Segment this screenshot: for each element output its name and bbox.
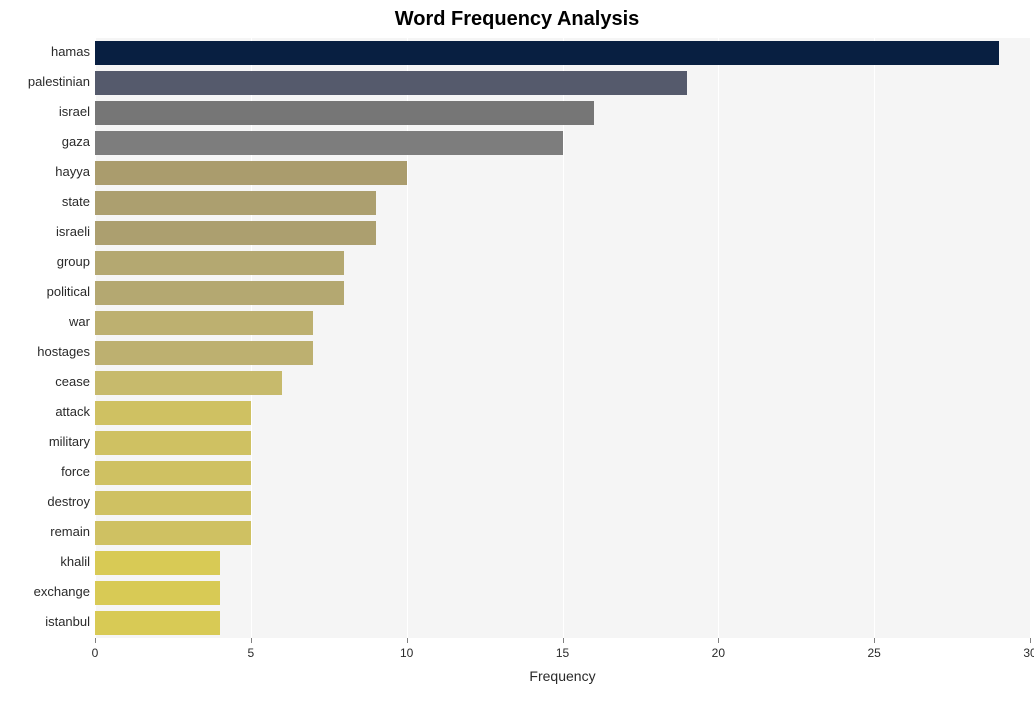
y-axis-label: palestinian bbox=[28, 71, 90, 94]
x-tick bbox=[563, 638, 564, 643]
x-tick-label: 15 bbox=[556, 646, 569, 660]
y-axis-label: group bbox=[57, 251, 90, 274]
y-axis-label: attack bbox=[55, 401, 90, 424]
gridline bbox=[1030, 38, 1031, 638]
y-axis-label: hostages bbox=[37, 341, 90, 364]
x-tick-label: 0 bbox=[92, 646, 99, 660]
bar-row bbox=[95, 41, 999, 64]
x-tick bbox=[718, 638, 719, 643]
bar-row bbox=[95, 191, 376, 214]
bar-row bbox=[95, 431, 251, 454]
x-tick bbox=[407, 638, 408, 643]
bar bbox=[95, 101, 594, 124]
bar-row bbox=[95, 581, 220, 604]
bar-row bbox=[95, 491, 251, 514]
bar bbox=[95, 431, 251, 454]
x-tick-label: 5 bbox=[247, 646, 254, 660]
bar-row bbox=[95, 401, 251, 424]
y-axis-label: israeli bbox=[56, 221, 90, 244]
y-axis-label: exchange bbox=[34, 581, 90, 604]
y-axis-label: force bbox=[61, 461, 90, 484]
bar bbox=[95, 611, 220, 634]
bar-row bbox=[95, 311, 313, 334]
y-axis-label: remain bbox=[50, 521, 90, 544]
bar bbox=[95, 71, 687, 94]
x-tick bbox=[251, 638, 252, 643]
bar-row bbox=[95, 371, 282, 394]
bars-group bbox=[95, 38, 1030, 638]
bar-row bbox=[95, 521, 251, 544]
bar bbox=[95, 551, 220, 574]
x-tick-label: 20 bbox=[712, 646, 725, 660]
bar bbox=[95, 521, 251, 544]
bar bbox=[95, 131, 563, 154]
bar bbox=[95, 41, 999, 64]
bar bbox=[95, 491, 251, 514]
bar bbox=[95, 371, 282, 394]
bar-row bbox=[95, 611, 220, 634]
word-frequency-chart: Word Frequency Analysis hamas palestinian… bbox=[0, 0, 1034, 701]
plot-area bbox=[95, 38, 1030, 638]
bar-row bbox=[95, 281, 344, 304]
bar bbox=[95, 461, 251, 484]
y-axis-label: military bbox=[49, 431, 90, 454]
y-axis-label: war bbox=[69, 311, 90, 334]
x-tick bbox=[1030, 638, 1031, 643]
x-axis-title: Frequency bbox=[95, 668, 1030, 684]
bar bbox=[95, 251, 344, 274]
y-axis-label: israel bbox=[59, 101, 90, 124]
bar bbox=[95, 221, 376, 244]
y-axis-label: destroy bbox=[47, 491, 90, 514]
y-axis-label: hayya bbox=[55, 161, 90, 184]
bar-row bbox=[95, 341, 313, 364]
y-axis-label: istanbul bbox=[45, 611, 90, 634]
bar-row bbox=[95, 71, 687, 94]
bar-row bbox=[95, 131, 563, 154]
x-tick bbox=[874, 638, 875, 643]
bar-row bbox=[95, 221, 376, 244]
bar-row bbox=[95, 161, 407, 184]
bar-row bbox=[95, 551, 220, 574]
bar-row bbox=[95, 101, 594, 124]
x-tick bbox=[95, 638, 96, 643]
bar bbox=[95, 341, 313, 364]
x-tick-label: 30 bbox=[1023, 646, 1034, 660]
x-axis: 051015202530 Frequency bbox=[95, 638, 1030, 698]
bar-row bbox=[95, 251, 344, 274]
bar-row bbox=[95, 461, 251, 484]
chart-title: Word Frequency Analysis bbox=[0, 8, 1034, 31]
bar bbox=[95, 281, 344, 304]
y-axis-label: gaza bbox=[62, 131, 90, 154]
bar bbox=[95, 311, 313, 334]
bar bbox=[95, 581, 220, 604]
y-axis-label: khalil bbox=[60, 551, 90, 574]
x-tick-label: 25 bbox=[867, 646, 880, 660]
x-tick-label: 10 bbox=[400, 646, 413, 660]
bar bbox=[95, 161, 407, 184]
y-axis-label: cease bbox=[55, 371, 90, 394]
y-axis-label: hamas bbox=[51, 41, 90, 64]
bar bbox=[95, 401, 251, 424]
y-axis-labels: hamas palestinian israel gaza hayya state isra… bbox=[0, 38, 90, 638]
y-axis-label: political bbox=[47, 281, 90, 304]
bar bbox=[95, 191, 376, 214]
y-axis-label: state bbox=[62, 191, 90, 214]
